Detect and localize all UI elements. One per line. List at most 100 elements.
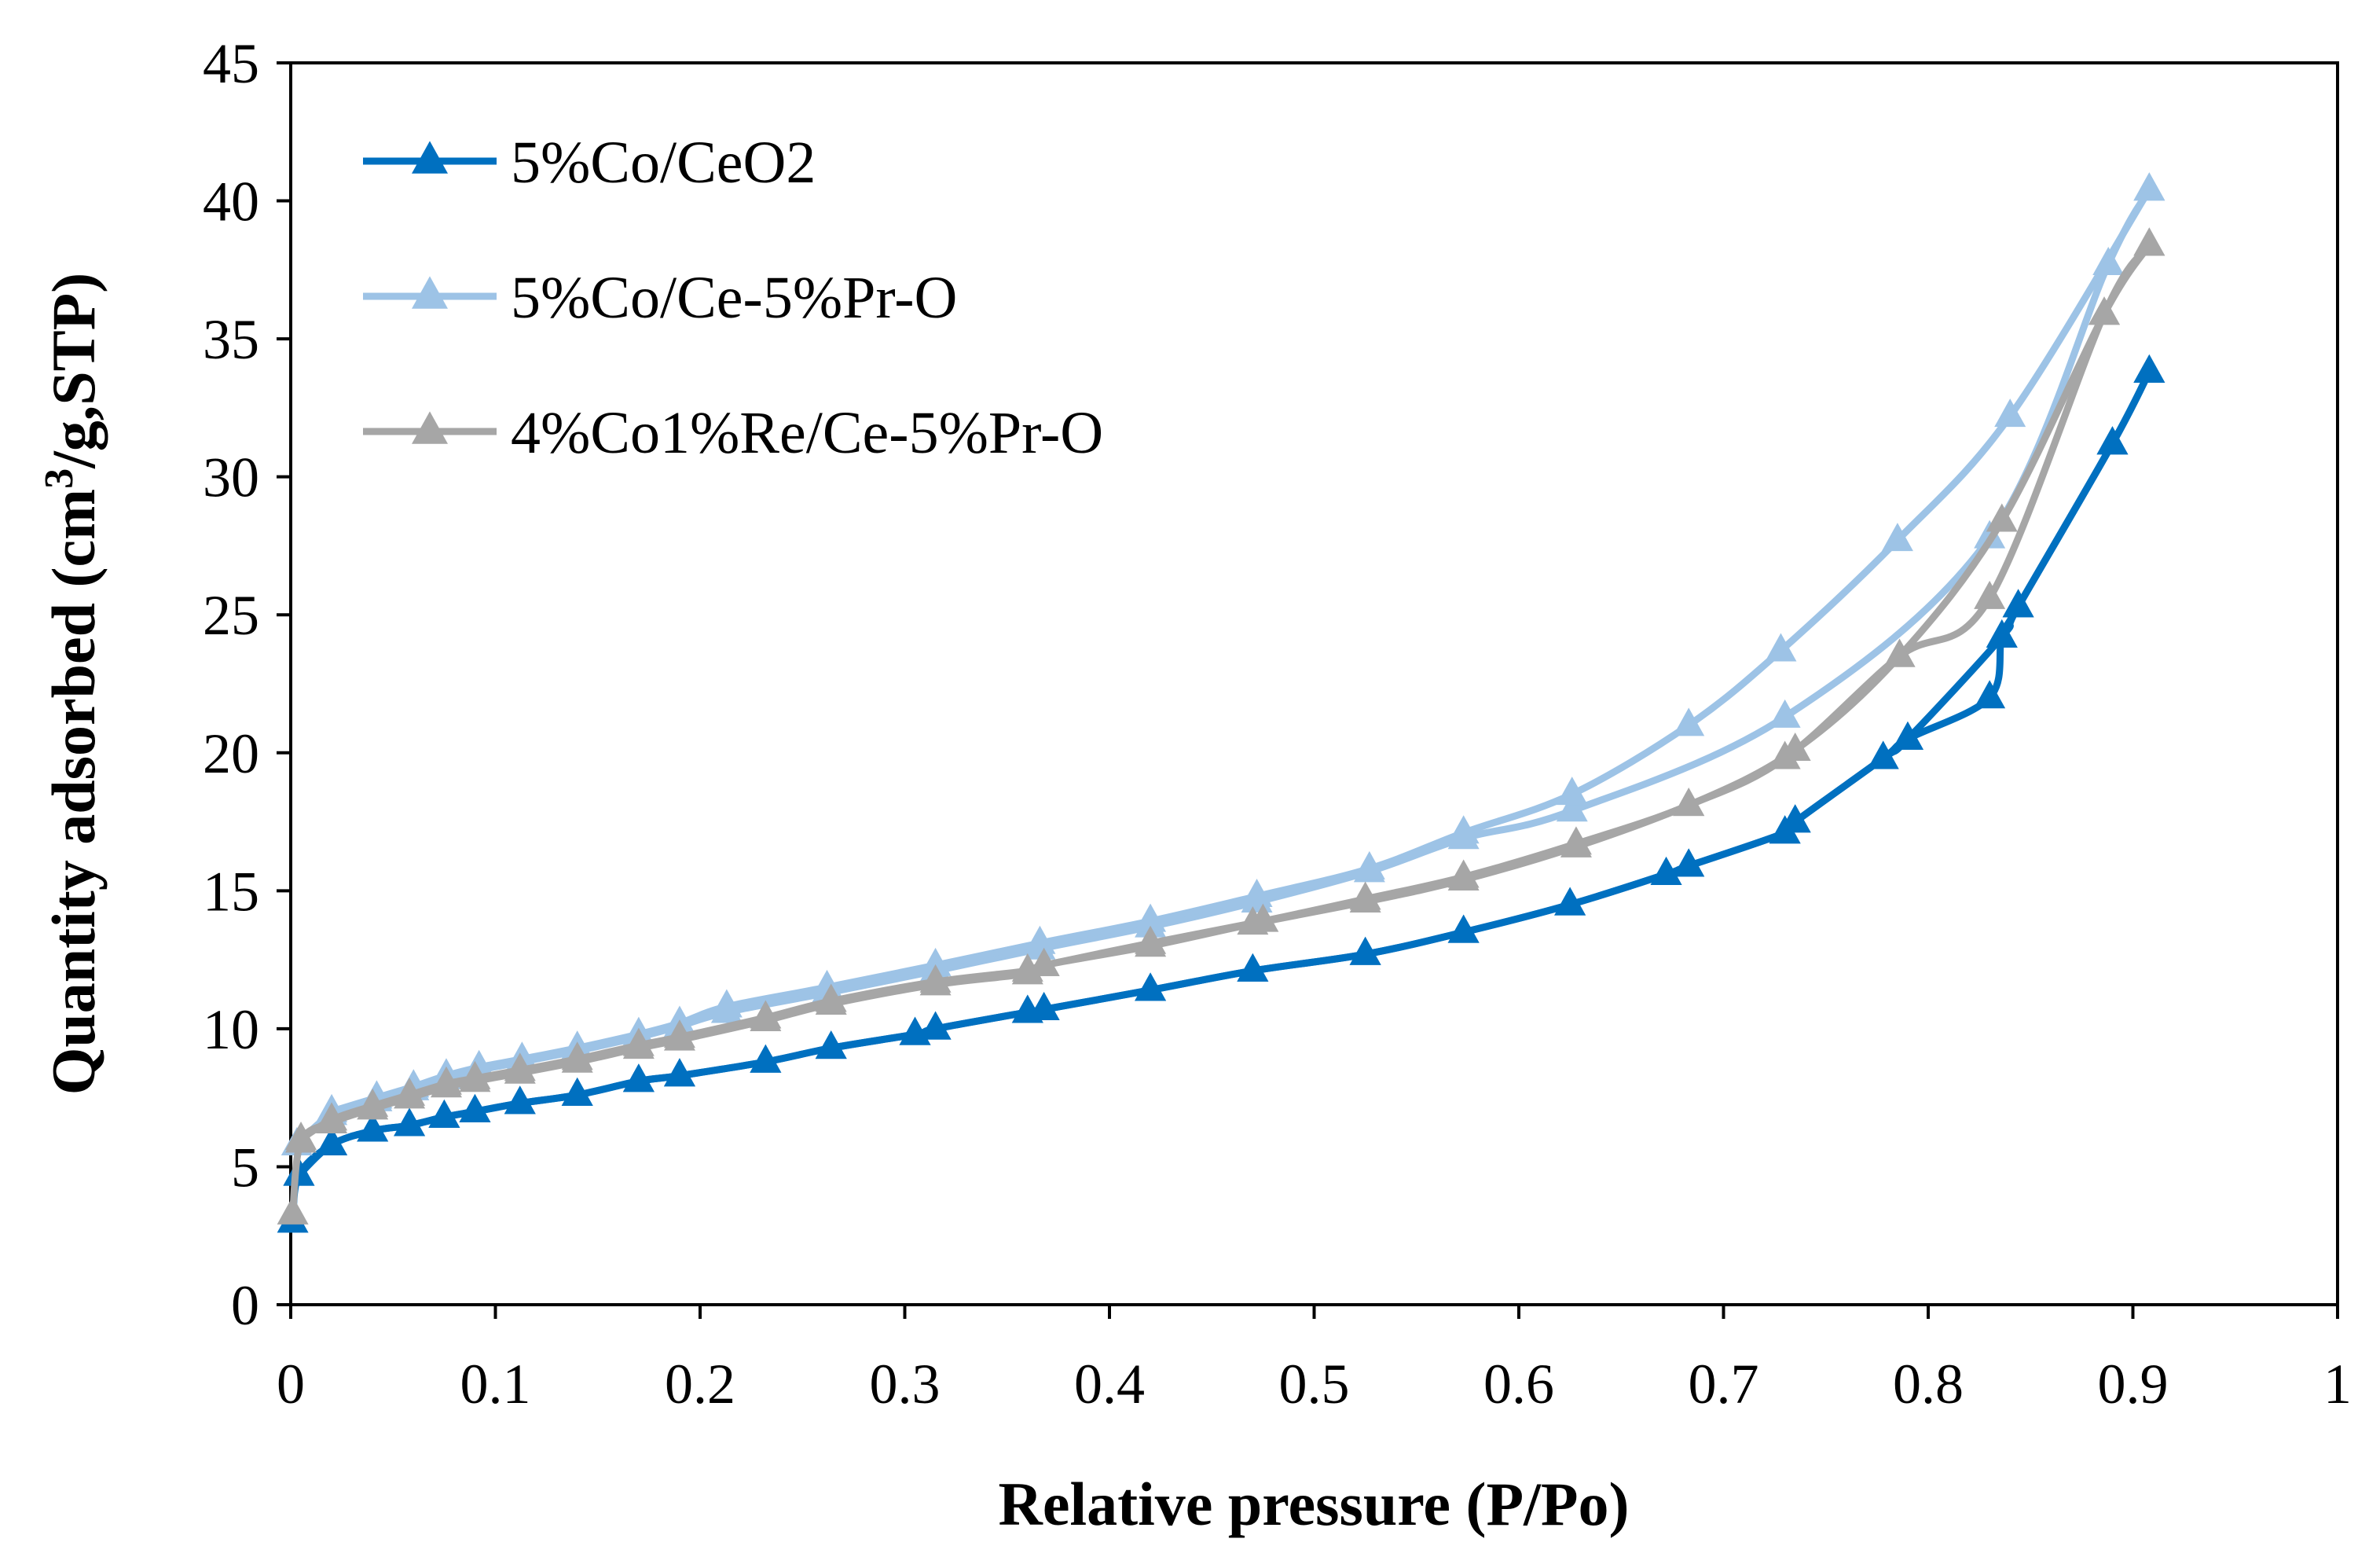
data-point <box>1986 619 2018 648</box>
data-point <box>1447 914 1480 943</box>
data-point <box>2133 227 2165 256</box>
y-tick-label: 0 <box>231 1274 259 1337</box>
data-point <box>1447 815 1480 844</box>
data-point <box>899 1016 931 1045</box>
legend: 5%Co/CeO2 5%Co/Ce-5%Pr-O 4%Co1%Re/Ce-5%Pr-… <box>363 130 1103 466</box>
data-point <box>919 1011 952 1040</box>
data-point <box>1349 881 1381 910</box>
data-point <box>316 1127 348 1156</box>
series-1 <box>277 354 2165 1233</box>
data-point <box>1867 740 1899 769</box>
data-point <box>561 1041 593 1070</box>
data-point <box>1891 721 1923 750</box>
data-point <box>1237 953 1269 982</box>
data-point <box>357 1088 389 1117</box>
x-tick-label: 0.6 <box>1483 1353 1554 1416</box>
data-point <box>710 989 743 1018</box>
data-point <box>1024 925 1056 954</box>
data-point <box>394 1107 426 1137</box>
data-point <box>2096 426 2129 455</box>
y-tick-label: 5 <box>231 1136 259 1199</box>
legend-swatch-marker <box>412 276 448 309</box>
data-point <box>1447 859 1480 888</box>
y-tick-label: 15 <box>203 860 259 923</box>
data-point <box>2133 354 2165 383</box>
x-tick-label: 0.7 <box>1689 1353 1759 1416</box>
x-axis-title: Relative pressure (P/Po) <box>999 1470 1630 1538</box>
data-point <box>504 1085 536 1115</box>
data-point <box>663 1019 695 1048</box>
data-point <box>1986 503 2018 532</box>
y-tick-label: 10 <box>203 998 259 1061</box>
data-point <box>750 1044 782 1073</box>
data-point <box>1673 707 1705 736</box>
data-point <box>316 1102 348 1131</box>
y-axis-title: Quantity adsorbed (cm3/g,STP) <box>37 273 108 1096</box>
x-tick-label: 0.3 <box>870 1353 941 1416</box>
y-tick-label: 35 <box>203 308 259 371</box>
data-point <box>1769 815 1801 844</box>
data-point <box>1349 936 1381 965</box>
data-point <box>357 1113 389 1142</box>
legend-swatch-marker <box>412 411 448 444</box>
data-point <box>504 1052 536 1081</box>
data-point <box>561 1077 593 1106</box>
y-tick-label: 45 <box>203 32 259 95</box>
x-axis-ticks: 0 0.1 0.2 0.3 0.4 0.5 0.6 0.7 0.8 0.9 1 <box>277 1305 2352 1416</box>
data-point <box>1247 903 1279 932</box>
data-point <box>919 947 952 976</box>
legend-label: 5%Co/Ce-5%Pr-O <box>511 265 957 331</box>
data-point <box>1765 633 1797 662</box>
data-point <box>2088 296 2121 325</box>
x-tick-label: 0.8 <box>1893 1353 1964 1416</box>
data-point <box>1353 850 1385 879</box>
data-point <box>459 1060 491 1089</box>
data-point <box>622 1063 655 1092</box>
data-point <box>1673 848 1705 877</box>
data-point <box>815 983 847 1012</box>
data-point <box>1135 903 1167 932</box>
legend-item: 5%Co/Ce-5%Pr-O <box>363 265 957 331</box>
data-point <box>1554 887 1586 916</box>
data-point <box>459 1093 491 1122</box>
data-point <box>428 1099 460 1128</box>
data-point <box>506 1041 538 1070</box>
data-point <box>277 1195 309 1225</box>
y-tick-label: 20 <box>203 722 259 785</box>
data-point <box>1135 925 1167 954</box>
x-tick-label: 0.2 <box>665 1353 735 1416</box>
data-point <box>2002 589 2034 618</box>
data-point <box>1881 523 1913 552</box>
data-point <box>430 1066 462 1095</box>
data-point <box>1560 826 1592 855</box>
data-point <box>394 1077 426 1106</box>
series-layer <box>277 172 2165 1233</box>
legend-label: 5%Co/CeO2 <box>511 130 816 196</box>
data-point <box>1135 972 1167 1001</box>
data-point <box>663 1058 695 1087</box>
data-point <box>1650 856 1682 885</box>
legend-item: 4%Co1%Re/Ce-5%Pr-O <box>363 400 1103 466</box>
y-axis-title-superscript: 3 <box>37 468 82 489</box>
x-tick-label: 0.4 <box>1074 1353 1145 1416</box>
data-point <box>1883 638 1916 667</box>
x-tick-label: 1 <box>2323 1353 2352 1416</box>
data-point <box>1556 777 1588 806</box>
data-point <box>919 964 952 993</box>
data-point <box>622 1027 655 1056</box>
data-point <box>2133 172 2165 201</box>
data-point <box>1673 788 1705 817</box>
data-point <box>1011 994 1043 1023</box>
y-tick-label: 30 <box>203 446 259 509</box>
data-point <box>1769 699 1801 728</box>
data-point <box>1974 580 2006 609</box>
data-point <box>2092 246 2125 275</box>
data-point <box>1974 520 2006 549</box>
series-line-desorption <box>297 241 2153 1143</box>
data-point <box>1994 398 2026 428</box>
data-point <box>285 1122 317 1151</box>
data-point <box>815 1030 847 1059</box>
data-point <box>1779 732 1811 761</box>
data-point <box>1556 793 1588 822</box>
